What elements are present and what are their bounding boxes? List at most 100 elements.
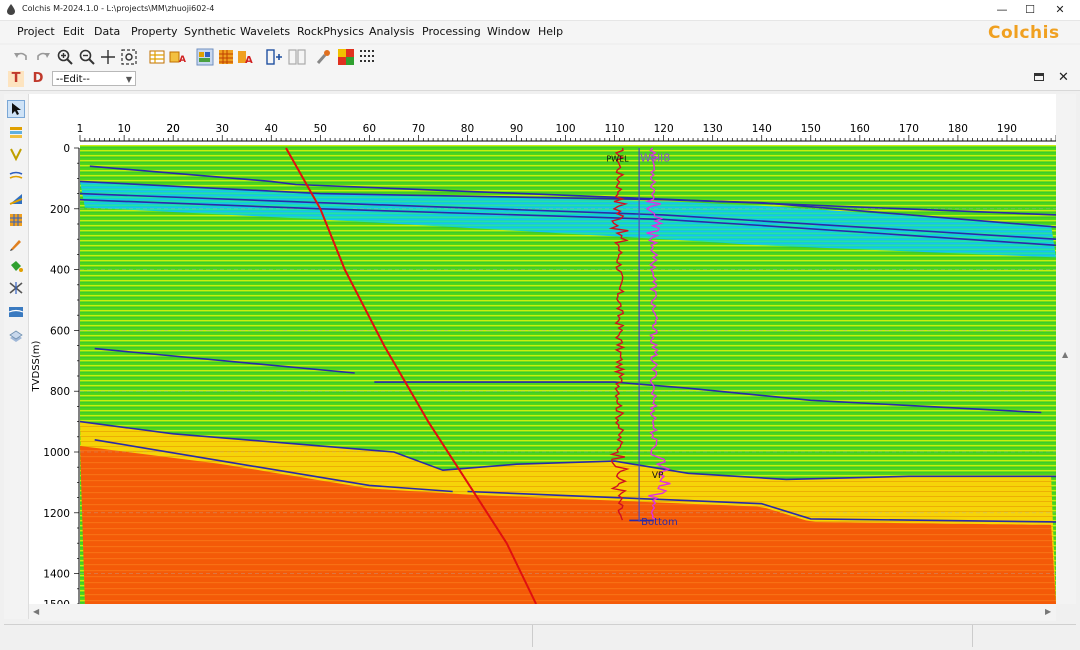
x-tick-label: 130 — [703, 123, 723, 135]
horizon-pick-icon[interactable] — [8, 168, 24, 184]
d-button[interactable]: D — [32, 71, 44, 86]
scroll-left-icon[interactable]: ◀ — [33, 607, 40, 616]
horizon-line — [79, 420, 1056, 481]
horizontal-scrollbar[interactable]: ◀ ▶ — [29, 604, 1056, 621]
menu-edit[interactable]: Edit — [63, 25, 85, 38]
compare-view-icon[interactable] — [288, 48, 306, 66]
trace-table-icon[interactable] — [148, 48, 166, 66]
crosshair-icon[interactable] — [99, 48, 117, 66]
x-tick-label: 120 — [654, 123, 674, 135]
brush-tool-icon[interactable] — [315, 48, 333, 66]
split-view-icon[interactable] — [266, 48, 284, 66]
pencil-icon[interactable] — [8, 236, 24, 252]
app-logo-icon — [7, 4, 15, 15]
menu-synthetic[interactable]: Synthetic — [184, 25, 236, 38]
color-grid-icon[interactable] — [217, 48, 235, 66]
panel-maximize-icon[interactable] — [1034, 73, 1044, 81]
x-tick-label: 90 — [510, 123, 523, 135]
horizon-line — [79, 198, 1057, 247]
color-label-icon[interactable]: A — [237, 48, 255, 66]
horizon-line — [374, 381, 1042, 414]
x-tick-label: 20 — [166, 123, 179, 135]
panel-close-button[interactable]: ✕ — [1058, 70, 1069, 85]
x-tick-label: 80 — [461, 123, 474, 135]
status-bar — [4, 624, 1076, 647]
pwel-label: PWEL — [606, 155, 629, 164]
heatmap-icon[interactable] — [337, 48, 355, 66]
x-tick-label: 190 — [997, 123, 1017, 135]
y-tick-label: 0 — [63, 143, 70, 155]
seismic-layers — [80, 145, 1056, 604]
edit-mode-value: --Edit-- — [56, 74, 90, 85]
menu-window[interactable]: Window — [487, 25, 531, 38]
zoom-in-icon[interactable] — [56, 48, 74, 66]
paint-bucket-icon[interactable] — [8, 258, 24, 274]
display-color-icon[interactable] — [196, 48, 214, 66]
title-bar: Colchis M-2024.1.0 - L:\projects\MM\zhuo… — [0, 0, 1080, 21]
y-tick-label: 400 — [50, 265, 70, 277]
x-tick-label: 160 — [850, 123, 870, 135]
top-axis-band — [80, 132, 1056, 142]
x-tick-label: 10 — [117, 123, 130, 135]
x-tick-label: 30 — [216, 123, 229, 135]
t-button[interactable]: T — [8, 71, 24, 87]
cyan-zone — [80, 181, 1056, 258]
grid-view-icon[interactable] — [8, 212, 24, 228]
fault-tool-icon[interactable] — [8, 280, 24, 296]
horizon-line — [94, 347, 355, 374]
horizon-line — [467, 490, 1057, 523]
dot-grid-icon[interactable] — [358, 48, 376, 66]
surface-edit-icon[interactable] — [8, 190, 24, 206]
section-view-icon[interactable] — [8, 304, 24, 320]
main-toolbar: A A — [0, 45, 1080, 70]
redo-icon[interactable] — [34, 48, 52, 66]
x-tick-label: 100 — [556, 123, 576, 135]
menu-wavelets[interactable]: Wavelets — [240, 25, 291, 38]
y-tick-label: 600 — [50, 325, 70, 337]
menu-rockphysics[interactable]: RockPhysics — [297, 25, 364, 38]
well-name-label: Well8 — [640, 152, 670, 165]
scroll-right-icon[interactable]: ▶ — [1045, 607, 1052, 616]
layer-stack-icon[interactable] — [8, 328, 24, 344]
menu-property[interactable]: Property — [131, 25, 178, 38]
menu-data[interactable]: Data — [94, 25, 121, 38]
status-divider — [972, 625, 973, 647]
y-tick-label: 200 — [50, 204, 70, 216]
close-button[interactable]: ✕ — [1055, 3, 1065, 16]
minimize-button[interactable]: — — [996, 3, 1008, 16]
menu-project[interactable]: Project — [17, 25, 55, 38]
menu-processing[interactable]: Processing — [422, 25, 481, 38]
horizon-line — [79, 180, 1057, 228]
zoom-out-icon[interactable] — [78, 48, 96, 66]
y-tick-label: 1000 — [43, 447, 70, 459]
menu-help[interactable]: Help — [538, 25, 564, 38]
left-toolbar — [4, 94, 29, 619]
wave-filter-icon[interactable] — [8, 146, 24, 162]
pointer-icon[interactable] — [7, 100, 25, 118]
undo-icon[interactable] — [12, 48, 30, 66]
horizons — [79, 165, 1057, 523]
maximize-button[interactable]: ☐ — [1025, 3, 1035, 16]
window-title: Colchis M-2024.1.0 - L:\projects\MM\zhuo… — [22, 4, 215, 13]
vertical-scrollbar[interactable]: ▲ — [1056, 94, 1076, 604]
well-path — [285, 147, 538, 605]
brand-logo: Colchis — [988, 23, 1060, 43]
pwel-log — [608, 147, 630, 521]
well-logs: PWEL Well8 VP Bottom — [606, 147, 678, 528]
menu-analysis[interactable]: Analysis — [369, 25, 415, 38]
seismic-section-view[interactable]: PWEL Well8 VP Bottom 1 10 20 30 40 50 60 70 80 90 100… — [29, 94, 1057, 611]
x-tick-label: 110 — [605, 123, 625, 135]
orange-zone — [80, 445, 1056, 604]
x-tick-label: 40 — [265, 123, 278, 135]
vp-label: VP — [652, 471, 664, 481]
horizon-line — [94, 439, 453, 493]
edit-mode-select[interactable]: --Edit-- ▼ — [52, 71, 136, 86]
y-tick-label: 1200 — [43, 508, 70, 520]
zoom-fit-icon[interactable] — [120, 48, 138, 66]
annotate-table-icon[interactable]: A — [169, 48, 187, 66]
horizon-layers-icon[interactable] — [8, 124, 24, 140]
scroll-up-icon[interactable]: ▲ — [1062, 350, 1069, 359]
x-tick-label: 50 — [314, 123, 327, 135]
y-tick-label: 1400 — [43, 569, 70, 581]
